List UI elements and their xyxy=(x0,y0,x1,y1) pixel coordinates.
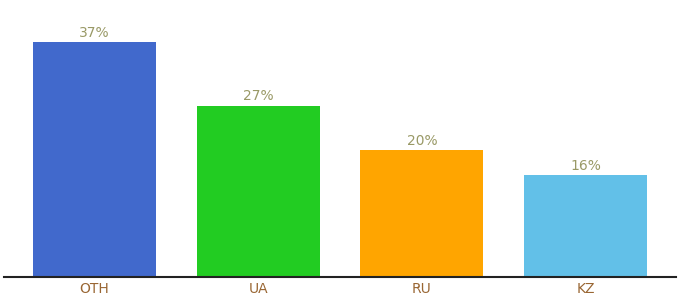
Text: 27%: 27% xyxy=(243,89,273,103)
Bar xyxy=(33,42,156,277)
Text: 20%: 20% xyxy=(407,134,437,148)
Bar xyxy=(360,150,483,277)
Bar xyxy=(524,176,647,277)
Bar xyxy=(197,106,320,277)
Text: 37%: 37% xyxy=(79,26,109,40)
Text: 16%: 16% xyxy=(571,159,601,173)
